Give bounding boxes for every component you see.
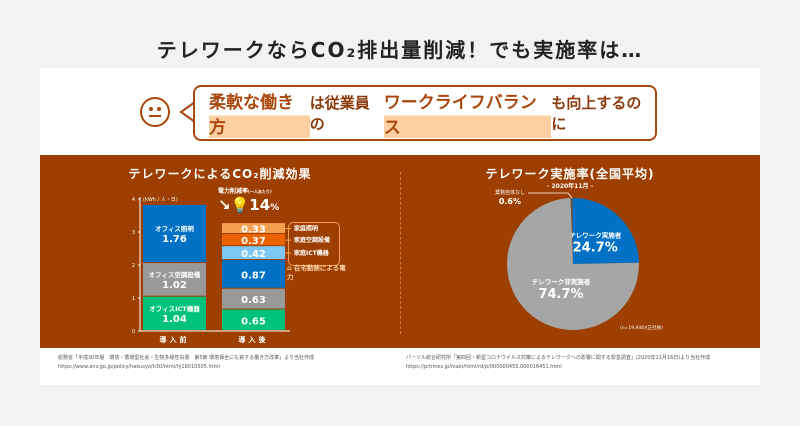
slice-label: テレワーク非実施者 (532, 277, 591, 286)
house-icon: ⌂ (287, 264, 294, 272)
pie-slice (507, 198, 639, 330)
data-label: 1.02 (162, 280, 187, 291)
slice-label: 業務自体なし (495, 189, 525, 196)
neutral-face-icon (140, 97, 170, 127)
x-tick-label: 導入後 (239, 335, 269, 344)
bubble-highlight-2: ワークライフバランス (383, 88, 552, 138)
reduction-label: 電力削減率(一人あたり) (218, 188, 272, 195)
home-note: ⌂ 在宅勤務による電力 (287, 264, 346, 281)
down-arrow-icon: ↘ (218, 196, 231, 214)
segment-name: オフィス空調設備 (149, 270, 201, 279)
bubble-tail-icon (179, 101, 196, 123)
x-tick-label: 導入前 (160, 335, 190, 344)
y-tick-label: 4 (132, 197, 135, 203)
bar-segment (222, 309, 285, 330)
source-left: 総務省「平成30年版 環境・循環型社会・生物多様性白書 第5節 環境保全にも資す… (58, 355, 315, 370)
bar-chart-title: テレワークによるCO₂削減効果 (128, 167, 312, 181)
source-right-link[interactable]: https://prtimes.jp/main/html/rd/p/000000… (406, 364, 562, 370)
y-axis-label: (kWh / 人・日) (143, 197, 178, 203)
reduction-value-group: ↘💡14% (218, 196, 280, 214)
source-right: パーソル総合研究所「第四回・新型コロナウイルス対策によるテレワークへの影響に関す… (406, 355, 711, 370)
lightbulb-icon: 💡 (230, 196, 250, 214)
bar-segment (143, 204, 206, 263)
slice-value: 24.7% (573, 240, 618, 255)
data-label: 0.87 (241, 270, 266, 281)
bar-segment (143, 263, 206, 296)
bubble-highlight-1: 柔軟な働き方 (209, 88, 310, 138)
bar-segment (222, 233, 285, 246)
speech-bubble: 柔軟な働き方 は従業員の ワークライフバランス も向上するのに (193, 85, 657, 141)
slice-label: テレワーク実施者 (569, 230, 622, 239)
legend-label: 家庭空調設備 (294, 236, 330, 244)
segment-name: オフィスICT機器 (149, 304, 200, 313)
bar-segment (143, 296, 206, 330)
slice-value: 74.7% (538, 287, 583, 302)
bar-segment (222, 260, 285, 288)
pie-subtitle: - 2020年11月 - (546, 183, 594, 190)
data-label: 0.63 (241, 295, 266, 306)
pie-slice (570, 198, 573, 264)
legend-label: 家庭ICT機器 (294, 249, 330, 257)
data-label: 0.42 (241, 249, 266, 260)
home-legend-box (288, 222, 340, 266)
leader-line (528, 192, 573, 199)
bubble-text-1: は従業員の (309, 94, 370, 133)
pie-note: (n=19,946)(正社員) (620, 326, 663, 331)
sources-panel (40, 348, 760, 385)
data-label: 0.65 (241, 316, 266, 327)
source-left-link[interactable]: https://www.env.go.jp/policy/hakusyo/h30… (58, 364, 220, 370)
bar-segment (222, 246, 285, 260)
pie-chart-title: テレワーク実施率(全国平均) (485, 167, 655, 181)
data-label: 1.76 (162, 234, 187, 245)
reduction-value: 14 (249, 196, 271, 214)
y-tick-label: 3 (132, 230, 135, 236)
pie-slice (573, 198, 639, 264)
data-label: 1.04 (162, 314, 187, 325)
segment-name: オフィス照明 (155, 224, 194, 233)
slice-value: 0.6% (499, 197, 521, 206)
y-tick-label: 2 (132, 263, 135, 269)
bar-segment (222, 223, 285, 233)
y-tick-label: 1 (132, 296, 135, 302)
divider (400, 172, 401, 334)
page-title: テレワークならCO₂排出量削減！でも実施率は… (156, 38, 644, 62)
legend-label: 家庭照明 (294, 225, 318, 233)
data-label: 0.37 (241, 236, 266, 247)
bar-segment (222, 288, 285, 309)
bubble-text-2: も向上するのに (551, 94, 642, 133)
y-tick-label: 0 (132, 329, 135, 335)
data-label: 0.33 (241, 225, 266, 236)
